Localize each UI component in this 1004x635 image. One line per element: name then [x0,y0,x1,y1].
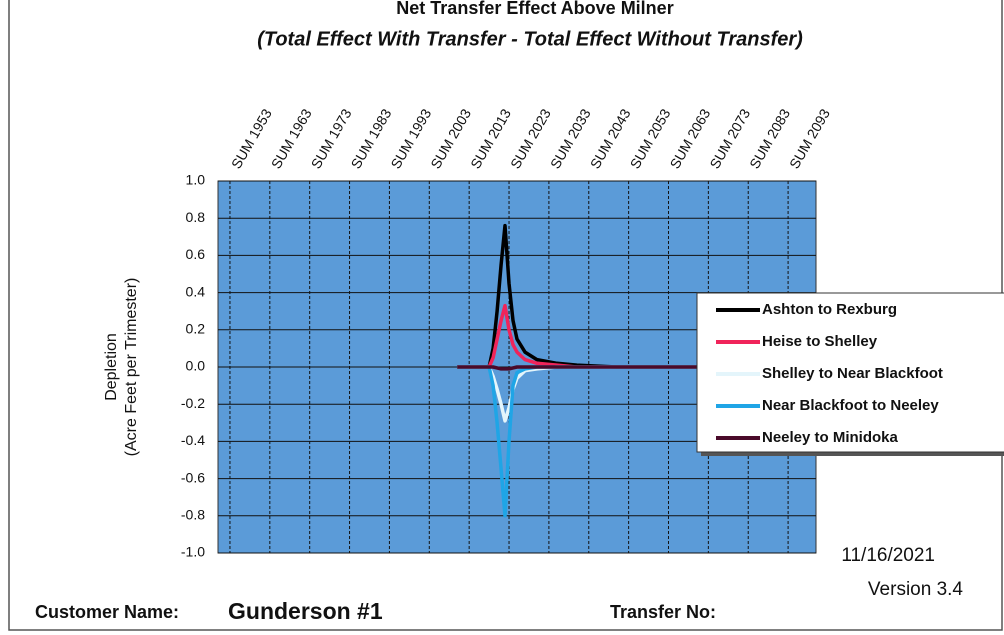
legend-label: Neeley to Minidoka [762,429,899,446]
y-tick-label: 0.0 [186,358,206,374]
y-tick-label: -0.6 [181,469,205,485]
customer-label: Customer Name: [35,602,179,622]
legend-label: Ashton to Rexburg [762,301,897,318]
y-axis-label: (Acre Feet per Trimester) [123,278,140,457]
y-tick-label: 1.0 [186,172,206,188]
y-tick-label: -0.4 [181,432,205,448]
legend-label: Near Blackfoot to Neeley [762,397,939,414]
y-tick-label: -0.8 [181,507,205,523]
version: Version 3.4 [868,579,963,600]
legend-label: Shelley to Near Blackfoot [762,365,943,382]
y-tick-label: -1.0 [181,544,205,560]
series-line [457,365,816,371]
y-tick-label: 0.6 [186,246,206,262]
transfer-label: Transfer No: [610,602,716,622]
chart-title: Net Transfer Effect Above Milner [396,0,673,18]
x-tick-label: SUM 2093 [786,106,833,171]
y-tick-label: 0.2 [186,321,206,337]
y-axis-label: Depletion [103,333,120,401]
date: 11/16/2021 [841,545,935,566]
series-line [457,223,816,369]
chart-subtitle: (Total Effect With Transfer - Total Effe… [257,28,803,50]
y-tick-label: -0.2 [181,395,205,411]
customer-name: Gunderson #1 [228,598,383,624]
legend-label: Heise to Shelley [762,333,878,350]
y-tick-label: 0.4 [186,283,206,299]
y-tick-label: 0.8 [186,209,206,225]
